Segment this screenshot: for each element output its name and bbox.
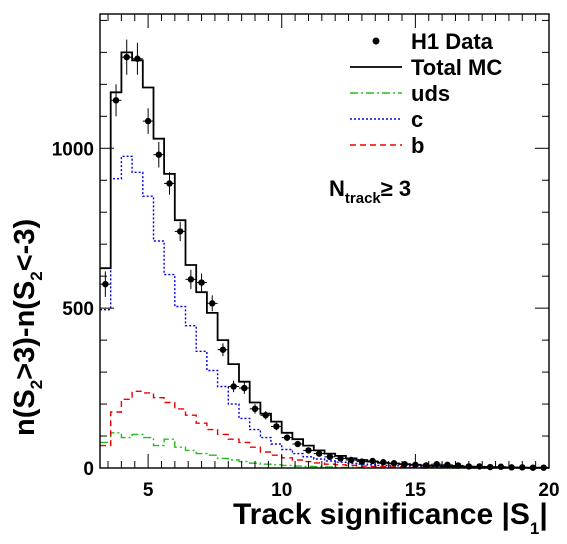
data-point (132, 42, 143, 75)
data-point (324, 453, 336, 461)
series-total-mc-line (100, 51, 549, 469)
data-marker (283, 434, 291, 441)
ntrack-annotation: Ntrack≥ 3 (329, 176, 411, 207)
data-point (164, 172, 175, 195)
data-marker (444, 461, 451, 469)
data-point (377, 459, 389, 466)
plot-frame (99, 13, 550, 469)
data-point (100, 271, 111, 297)
legend-item: uds (350, 81, 450, 106)
data-point (281, 434, 293, 441)
data-point (196, 273, 207, 292)
y-tick-label: 1000 (52, 139, 94, 160)
data-point (345, 456, 357, 464)
data-marker (166, 180, 173, 187)
data-marker (337, 455, 344, 462)
y-axis-label: n(S2>3)-n(S2<-3) (9, 219, 46, 436)
data-point (271, 422, 282, 431)
data-marker (454, 462, 462, 469)
data-point (292, 440, 304, 448)
data-marker (348, 456, 355, 464)
legend-item: c (350, 107, 423, 132)
data-marker (369, 457, 376, 465)
data-point (420, 462, 432, 469)
data-marker (112, 97, 120, 104)
data-marker (294, 440, 301, 448)
data-marker (380, 459, 387, 466)
legend-item: b (350, 133, 424, 158)
legend-label: H1 Data (411, 29, 494, 54)
data-point (313, 450, 325, 457)
data-marker (219, 346, 227, 353)
y-tick-label: 500 (62, 299, 94, 320)
data-marker (390, 460, 398, 467)
x-tick-label: 5 (143, 480, 154, 501)
data-marker (305, 447, 312, 454)
data-point (228, 380, 239, 393)
data-marker (134, 55, 141, 62)
data-marker (198, 279, 205, 286)
data-marker (497, 463, 505, 470)
data-marker (209, 300, 216, 307)
data-marker (273, 423, 280, 430)
data-marker (144, 117, 152, 125)
legend-label: c (411, 107, 423, 132)
data-marker (401, 460, 408, 468)
data-point (121, 39, 133, 75)
data-point (399, 460, 411, 468)
data-marker (155, 151, 162, 158)
axes: 5 10 15 20 0 500 1000 (52, 13, 560, 501)
data-point (303, 447, 314, 454)
x-tick-label: 10 (271, 480, 292, 501)
data-marker (102, 280, 109, 288)
data-point (217, 343, 229, 357)
data-point (174, 221, 186, 241)
data-marker (326, 453, 334, 461)
x-tick-label: 20 (538, 480, 559, 501)
x-tick-label: 15 (405, 480, 427, 501)
data-point (110, 84, 122, 117)
data-marker (262, 412, 269, 419)
legend-label: Total MC (411, 55, 502, 80)
legend-marker (372, 37, 380, 45)
legend-item: H1 Data (372, 29, 494, 54)
data-point (442, 461, 453, 469)
x-axis-label: Track significance |S1| (233, 498, 548, 538)
data-marker (176, 228, 184, 235)
legend-item: Total MC (350, 55, 502, 80)
data-point (153, 141, 165, 168)
legend-label: b (411, 133, 424, 158)
data-point (452, 462, 464, 469)
y-tick-label: 0 (83, 459, 94, 480)
data-marker (187, 276, 195, 283)
data-marker (123, 53, 130, 61)
data-point (249, 404, 261, 414)
data-point (431, 460, 443, 468)
data-point (206, 295, 218, 312)
data-marker (422, 462, 430, 469)
data-marker (433, 460, 440, 468)
data-point (142, 108, 154, 134)
data-marker (241, 384, 248, 392)
data-point (367, 457, 378, 465)
data-marker (315, 450, 323, 457)
data-marker (251, 405, 259, 413)
data-point (335, 455, 346, 462)
data-point (185, 269, 197, 289)
data-point (260, 411, 272, 420)
data-point (238, 382, 250, 394)
data-marker (487, 463, 494, 471)
legend-label: uds (411, 81, 450, 106)
data-point (388, 460, 400, 467)
data-marker (230, 383, 237, 390)
